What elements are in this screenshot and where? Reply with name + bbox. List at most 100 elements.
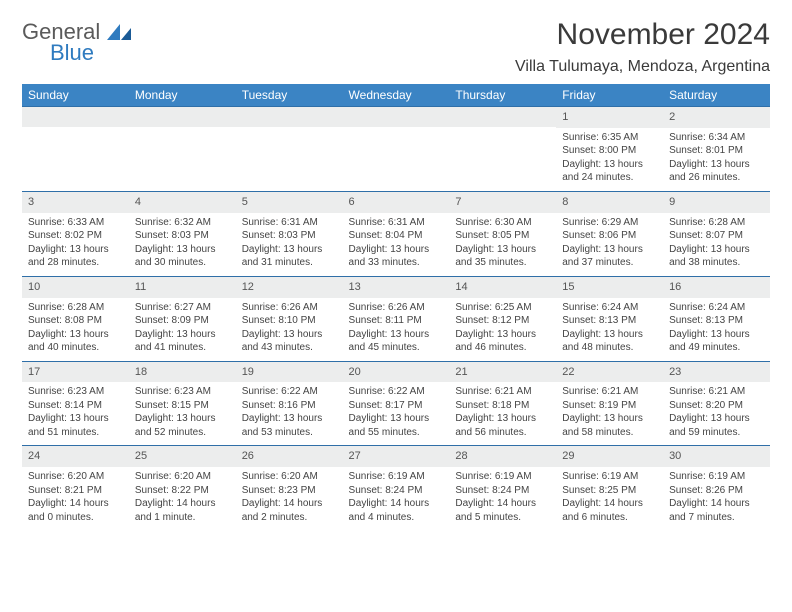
daylight-text: and 0 minutes. bbox=[28, 511, 123, 525]
daylight-text: and 52 minutes. bbox=[135, 426, 230, 440]
day-number-cell: 26 bbox=[236, 446, 343, 467]
daylight-text: and 37 minutes. bbox=[562, 256, 657, 270]
daylight-text: and 56 minutes. bbox=[455, 426, 550, 440]
week-daynum-row: 17181920212223 bbox=[22, 361, 770, 382]
week-body-row: Sunrise: 6:23 AMSunset: 8:14 PMDaylight:… bbox=[22, 382, 770, 446]
day-number: 27 bbox=[343, 446, 450, 467]
day-body-cell: Sunrise: 6:22 AMSunset: 8:16 PMDaylight:… bbox=[236, 382, 343, 446]
day-body-cell: Sunrise: 6:31 AMSunset: 8:03 PMDaylight:… bbox=[236, 213, 343, 277]
day-number: 14 bbox=[449, 277, 556, 298]
daylight-text: and 38 minutes. bbox=[669, 256, 764, 270]
day-number-cell bbox=[22, 107, 129, 128]
sunset-text: Sunset: 8:00 PM bbox=[562, 144, 657, 158]
sunrise-text: Sunrise: 6:24 AM bbox=[562, 301, 657, 315]
sunrise-text: Sunrise: 6:22 AM bbox=[349, 385, 444, 399]
daylight-text: and 30 minutes. bbox=[135, 256, 230, 270]
day-number: 11 bbox=[129, 277, 236, 298]
daylight-text: Daylight: 13 hours bbox=[349, 412, 444, 426]
day-number: 22 bbox=[556, 362, 663, 383]
calendar-table: SundayMondayTuesdayWednesdayThursdayFrid… bbox=[22, 84, 770, 530]
week-daynum-row: 12 bbox=[22, 107, 770, 128]
day-body-cell: Sunrise: 6:27 AMSunset: 8:09 PMDaylight:… bbox=[129, 298, 236, 362]
weekday-header: Monday bbox=[129, 84, 236, 107]
sunrise-text: Sunrise: 6:22 AM bbox=[242, 385, 337, 399]
daylight-text: Daylight: 13 hours bbox=[28, 328, 123, 342]
day-details: Sunrise: 6:20 AMSunset: 8:23 PMDaylight:… bbox=[236, 467, 343, 530]
day-details: Sunrise: 6:20 AMSunset: 8:22 PMDaylight:… bbox=[129, 467, 236, 530]
sunset-text: Sunset: 8:25 PM bbox=[562, 484, 657, 498]
daylight-text: and 2 minutes. bbox=[242, 511, 337, 525]
header: General Blue November 2024 Villa Tulumay… bbox=[22, 18, 770, 76]
location-text: Villa Tulumaya, Mendoza, Argentina bbox=[515, 58, 770, 76]
day-number: 26 bbox=[236, 446, 343, 467]
sunrise-text: Sunrise: 6:21 AM bbox=[669, 385, 764, 399]
daylight-text: and 59 minutes. bbox=[669, 426, 764, 440]
day-number-cell bbox=[343, 107, 450, 128]
sunset-text: Sunset: 8:18 PM bbox=[455, 399, 550, 413]
day-body-cell: Sunrise: 6:22 AMSunset: 8:17 PMDaylight:… bbox=[343, 382, 450, 446]
day-number-cell: 25 bbox=[129, 446, 236, 467]
sunset-text: Sunset: 8:20 PM bbox=[669, 399, 764, 413]
weekday-header: Tuesday bbox=[236, 84, 343, 107]
daylight-text: and 31 minutes. bbox=[242, 256, 337, 270]
sunrise-text: Sunrise: 6:35 AM bbox=[562, 131, 657, 145]
day-details: Sunrise: 6:19 AMSunset: 8:25 PMDaylight:… bbox=[556, 467, 663, 530]
weekday-row: SundayMondayTuesdayWednesdayThursdayFrid… bbox=[22, 84, 770, 107]
sunrise-text: Sunrise: 6:19 AM bbox=[349, 470, 444, 484]
day-number-cell: 28 bbox=[449, 446, 556, 467]
day-number-cell: 13 bbox=[343, 276, 450, 297]
day-number-cell: 22 bbox=[556, 361, 663, 382]
sunrise-text: Sunrise: 6:28 AM bbox=[28, 301, 123, 315]
daylight-text: and 24 minutes. bbox=[562, 171, 657, 185]
day-details: Sunrise: 6:19 AMSunset: 8:26 PMDaylight:… bbox=[663, 467, 770, 530]
day-details: Sunrise: 6:34 AMSunset: 8:01 PMDaylight:… bbox=[663, 128, 770, 191]
day-number: 13 bbox=[343, 277, 450, 298]
daylight-text: and 33 minutes. bbox=[349, 256, 444, 270]
day-number-cell: 19 bbox=[236, 361, 343, 382]
daylight-text: Daylight: 13 hours bbox=[135, 412, 230, 426]
empty-day-number bbox=[22, 107, 129, 127]
day-body-cell: Sunrise: 6:34 AMSunset: 8:01 PMDaylight:… bbox=[663, 128, 770, 192]
sunset-text: Sunset: 8:17 PM bbox=[349, 399, 444, 413]
sunset-text: Sunset: 8:03 PM bbox=[135, 229, 230, 243]
empty-day-body bbox=[236, 128, 343, 186]
day-details: Sunrise: 6:26 AMSunset: 8:10 PMDaylight:… bbox=[236, 298, 343, 361]
sunrise-text: Sunrise: 6:21 AM bbox=[562, 385, 657, 399]
daylight-text: Daylight: 13 hours bbox=[242, 243, 337, 257]
daylight-text: Daylight: 13 hours bbox=[242, 328, 337, 342]
sunset-text: Sunset: 8:01 PM bbox=[669, 144, 764, 158]
day-body-cell bbox=[449, 128, 556, 192]
day-body-cell: Sunrise: 6:28 AMSunset: 8:07 PMDaylight:… bbox=[663, 213, 770, 277]
day-details: Sunrise: 6:33 AMSunset: 8:02 PMDaylight:… bbox=[22, 213, 129, 276]
day-number-cell: 30 bbox=[663, 446, 770, 467]
sunrise-text: Sunrise: 6:19 AM bbox=[669, 470, 764, 484]
day-number: 29 bbox=[556, 446, 663, 467]
day-details: Sunrise: 6:21 AMSunset: 8:20 PMDaylight:… bbox=[663, 382, 770, 445]
empty-day-number bbox=[129, 107, 236, 127]
sunrise-text: Sunrise: 6:20 AM bbox=[242, 470, 337, 484]
day-number: 8 bbox=[556, 192, 663, 213]
day-details: Sunrise: 6:35 AMSunset: 8:00 PMDaylight:… bbox=[556, 128, 663, 191]
sunset-text: Sunset: 8:24 PM bbox=[349, 484, 444, 498]
day-body-cell: Sunrise: 6:19 AMSunset: 8:25 PMDaylight:… bbox=[556, 467, 663, 530]
day-number: 18 bbox=[129, 362, 236, 383]
sunrise-text: Sunrise: 6:32 AM bbox=[135, 216, 230, 230]
day-body-cell: Sunrise: 6:31 AMSunset: 8:04 PMDaylight:… bbox=[343, 213, 450, 277]
sunrise-text: Sunrise: 6:20 AM bbox=[135, 470, 230, 484]
daylight-text: and 7 minutes. bbox=[669, 511, 764, 525]
daylight-text: and 5 minutes. bbox=[455, 511, 550, 525]
sunset-text: Sunset: 8:03 PM bbox=[242, 229, 337, 243]
day-body-cell: Sunrise: 6:20 AMSunset: 8:21 PMDaylight:… bbox=[22, 467, 129, 530]
daylight-text: Daylight: 13 hours bbox=[562, 243, 657, 257]
empty-day-body bbox=[343, 128, 450, 186]
sunset-text: Sunset: 8:06 PM bbox=[562, 229, 657, 243]
daylight-text: Daylight: 14 hours bbox=[669, 497, 764, 511]
day-details: Sunrise: 6:30 AMSunset: 8:05 PMDaylight:… bbox=[449, 213, 556, 276]
logo-sail-icon bbox=[107, 24, 133, 45]
daylight-text: and 4 minutes. bbox=[349, 511, 444, 525]
sunrise-text: Sunrise: 6:26 AM bbox=[242, 301, 337, 315]
sunrise-text: Sunrise: 6:20 AM bbox=[28, 470, 123, 484]
day-body-cell bbox=[22, 128, 129, 192]
day-number: 2 bbox=[663, 107, 770, 128]
day-details: Sunrise: 6:21 AMSunset: 8:19 PMDaylight:… bbox=[556, 382, 663, 445]
